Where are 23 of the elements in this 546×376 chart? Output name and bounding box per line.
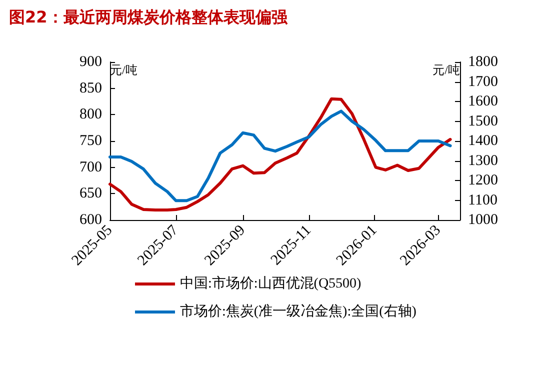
line-series: [108, 97, 452, 212]
y2-tick-label: 1000: [468, 212, 498, 228]
y-tick-label: 800: [80, 106, 102, 123]
y-tick-label: 750: [80, 133, 102, 149]
y-tick-label: 900: [80, 54, 102, 70]
y2-tick-label: 1400: [468, 133, 498, 149]
y-axis-title: 元/吨: [110, 63, 138, 77]
y2-tick-label: 1700: [468, 74, 498, 90]
y2-tick-label: 1200: [468, 172, 498, 188]
legend-label: 市场价:焦炭(准一级冶金焦):全国(右轴): [180, 304, 417, 320]
y-tick-label: 850: [80, 80, 102, 96]
y-tick-label: 700: [80, 159, 102, 176]
y2-axis-title: 元/吨: [432, 63, 460, 77]
y2-tick-label: 1300: [468, 152, 498, 169]
line-series: [108, 110, 452, 202]
y2-tick-label: 1800: [468, 54, 498, 70]
y-tick-label: 650: [80, 186, 102, 202]
y2-tick-label: 1500: [468, 113, 498, 130]
chart-title: 图22：最近两周煤炭价格整体表现偏强: [9, 8, 288, 26]
y2-tick-label: 1100: [468, 192, 498, 208]
y-tick-label: 600: [80, 212, 102, 228]
legend-label: 中国:市场价:山西优混(Q5500): [180, 276, 362, 292]
y2-tick-label: 1600: [468, 94, 498, 110]
